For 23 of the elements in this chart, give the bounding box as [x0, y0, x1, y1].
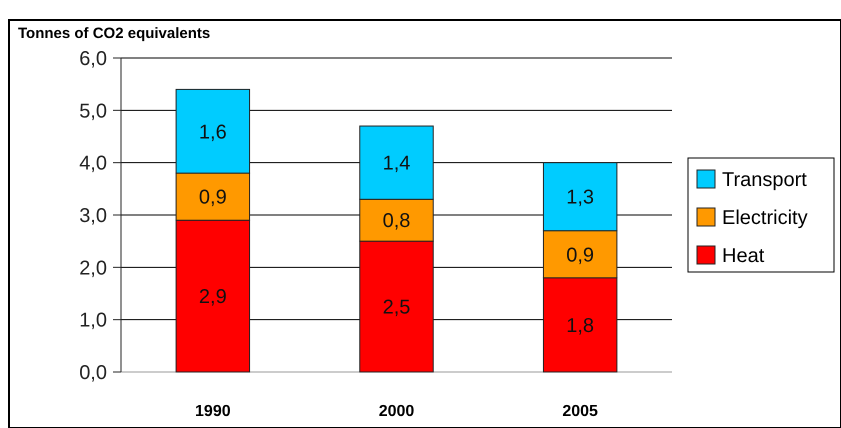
- y-tick-label: 2,0: [79, 257, 107, 280]
- data-label: 2,5: [382, 296, 410, 319]
- legend-label: Transport: [722, 169, 808, 191]
- legend-label: Electricity: [722, 207, 808, 229]
- data-label: 0,9: [198, 186, 227, 209]
- x-tick-label: 1990: [195, 403, 231, 420]
- x-tick-label: 2000: [378, 403, 414, 420]
- y-tick-label: 6,0: [79, 48, 107, 70]
- y-tick-label: 3,0: [79, 205, 107, 227]
- x-tick-label: 2005: [562, 403, 598, 420]
- y-tick-label: 1,0: [79, 310, 107, 332]
- data-label: 1,4: [382, 152, 410, 175]
- data-label: 0,8: [382, 210, 410, 232]
- data-label: 1,6: [198, 121, 227, 144]
- y-axis-title: Tonnes of CO2 equivalents: [18, 25, 210, 42]
- data-label: 0,9: [566, 244, 594, 266]
- data-label: 1,3: [566, 186, 594, 209]
- data-label: 2,9: [198, 286, 227, 308]
- y-tick-label: 4,0: [79, 152, 107, 175]
- legend-label: Heat: [722, 245, 765, 267]
- data-label: 1,8: [566, 314, 594, 337]
- y-tick-label: 0,0: [79, 362, 107, 384]
- y-tick-label: 5,0: [79, 100, 107, 122]
